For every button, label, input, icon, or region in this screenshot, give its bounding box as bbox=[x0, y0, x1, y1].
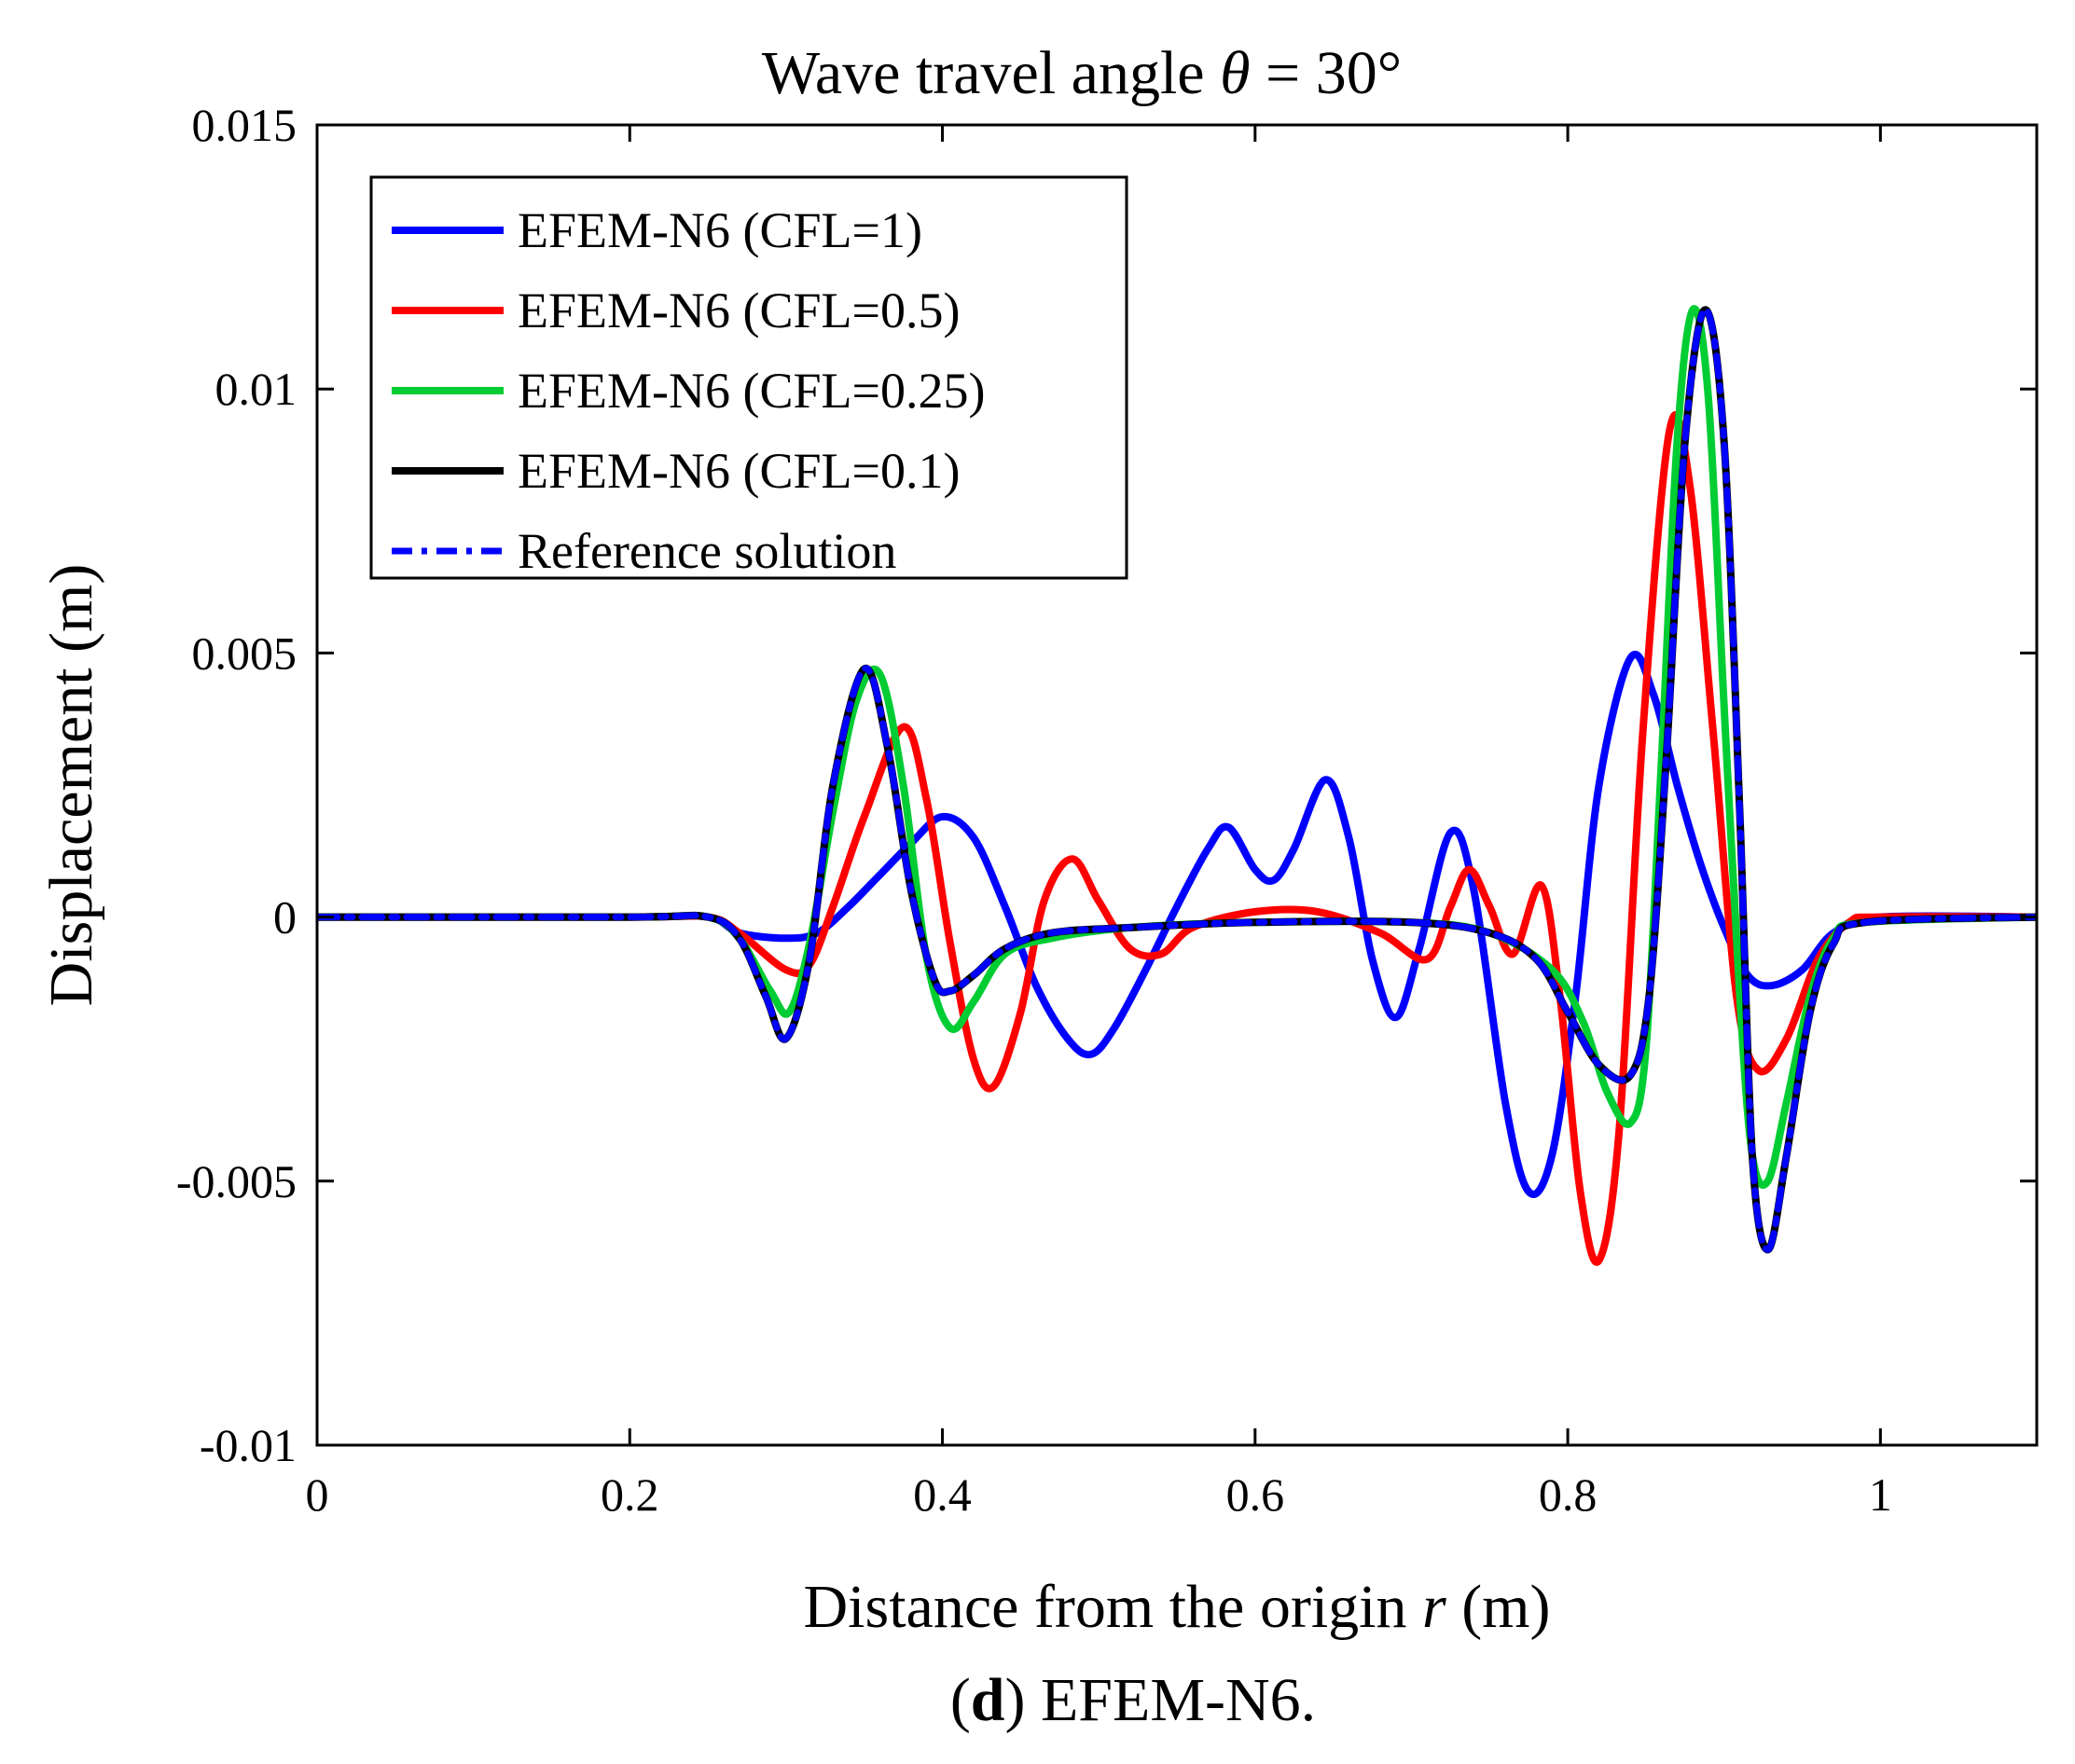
series-layer bbox=[317, 305, 2037, 1266]
chart-title-suffix: = 30° bbox=[1251, 39, 1403, 107]
x-tick-label: 0.6 bbox=[1226, 1468, 1285, 1521]
x-tick-label: 0 bbox=[306, 1468, 329, 1521]
x-axis-label-prefix: Distance from the origin bbox=[804, 1573, 1422, 1641]
legend-label: EFEM-N6 (CFL=0.5) bbox=[518, 283, 960, 338]
y-tick-label: 0.01 bbox=[215, 363, 297, 415]
legend: EFEM-N6 (CFL=1) EFEM-N6 (CFL=0.5) EFEM-N6 … bbox=[369, 175, 1128, 580]
chart-title-prefix: Wave travel angle bbox=[762, 39, 1220, 107]
legend-box bbox=[369, 175, 1128, 580]
caption-open: ( bbox=[950, 1666, 971, 1734]
y-tick-label: 0 bbox=[273, 891, 297, 944]
y-tick-label: 0.005 bbox=[192, 627, 297, 679]
chart-title: Wave travel angle θ = 30° bbox=[762, 39, 1402, 107]
x-tick-label: 0.2 bbox=[601, 1468, 659, 1521]
x-tick-label: 0.8 bbox=[1539, 1468, 1598, 1521]
y-axis-label: Displacement (m) bbox=[37, 564, 105, 1007]
series-line-0 bbox=[317, 651, 2037, 1198]
x-axis-label-symbol: r bbox=[1422, 1573, 1446, 1641]
x-tick-label: 0.4 bbox=[913, 1468, 972, 1521]
y-tick-label: -0.01 bbox=[200, 1419, 297, 1471]
y-axis: -0.01 -0.005 0 0.005 0.01 0.015 bbox=[176, 99, 2037, 1471]
series-line-4 bbox=[317, 306, 2037, 1253]
x-axis-label: Distance from the origin r (m) bbox=[804, 1573, 1551, 1641]
chart-title-symbol: θ bbox=[1220, 39, 1250, 107]
legend-entries: EFEM-N6 (CFL=1) EFEM-N6 (CFL=0.5) EFEM-N6 … bbox=[392, 202, 985, 579]
caption-rest: ) EFEM-N6. bbox=[1005, 1666, 1317, 1734]
x-tick-label: 1 bbox=[1869, 1468, 1892, 1521]
figure-caption: (d) EFEM-N6. bbox=[950, 1666, 1316, 1734]
legend-label: EFEM-N6 (CFL=1) bbox=[518, 202, 922, 258]
caption-letter: d bbox=[971, 1666, 1005, 1734]
legend-label: EFEM-N6 (CFL=0.1) bbox=[518, 443, 960, 499]
legend-label: EFEM-N6 (CFL=0.25) bbox=[518, 363, 985, 419]
y-tick-label: 0.015 bbox=[192, 99, 297, 151]
x-axis: 0 0.2 0.4 0.6 0.8 1 bbox=[306, 125, 1892, 1521]
y-tick-label: -0.005 bbox=[176, 1155, 297, 1207]
legend-label: Reference solution bbox=[518, 523, 896, 579]
plot-frame bbox=[315, 123, 2039, 1447]
x-axis-label-suffix: (m) bbox=[1446, 1573, 1551, 1641]
series-line-1 bbox=[317, 411, 2037, 1266]
